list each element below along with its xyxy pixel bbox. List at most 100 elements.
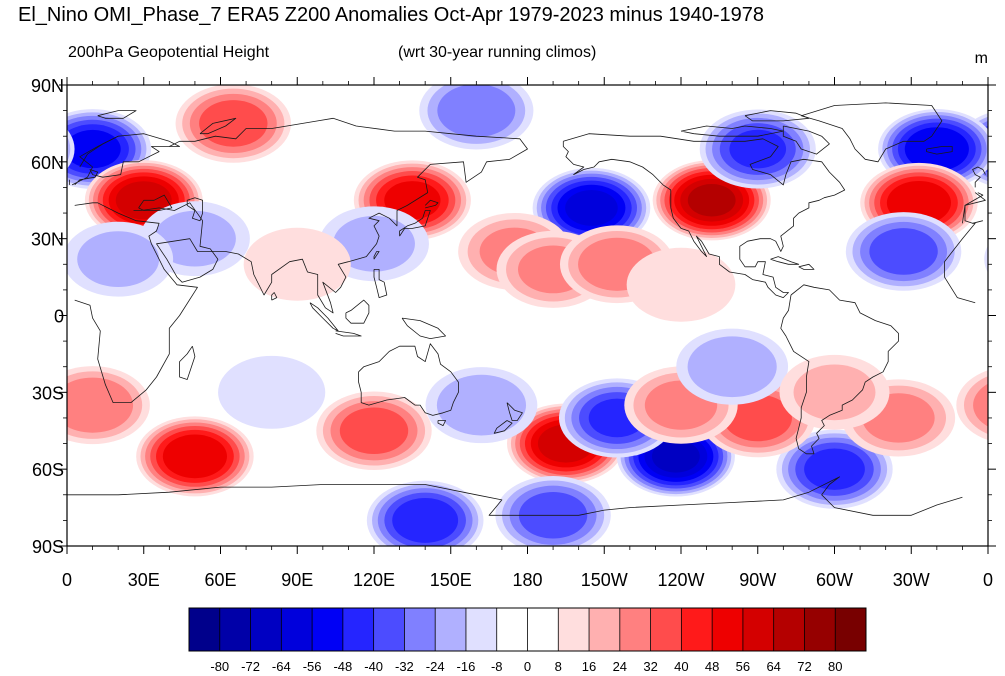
coastline	[680, 125, 784, 137]
colorbar-swatch	[281, 608, 313, 651]
anomaly-contour	[199, 100, 268, 147]
y-axis: 90N 60N 30N 0 30S 60S 90S	[31, 76, 996, 557]
colorbar-label: -8	[491, 659, 503, 674]
colorbar-label: 56	[736, 659, 750, 674]
x-tick-label: 180	[512, 570, 542, 590]
coastline	[944, 192, 986, 304]
anomaly-center	[316, 391, 432, 471]
coastline	[506, 402, 523, 421]
colorbar-label: 40	[674, 659, 688, 674]
anomaly-center	[776, 429, 893, 509]
anomaly-center	[699, 109, 816, 189]
colorbar-label: -48	[333, 659, 352, 674]
coastline	[399, 210, 431, 237]
colorbar-swatch	[465, 608, 498, 651]
anomaly-contour	[392, 497, 459, 543]
anomaly-contour	[437, 85, 516, 138]
coastline	[401, 317, 446, 339]
x-tick-label: 120W	[657, 570, 704, 590]
coastline	[744, 110, 810, 122]
coastline	[179, 345, 196, 380]
coastline	[271, 292, 278, 301]
colorbar-swatch	[773, 608, 805, 651]
anomaly-center	[626, 247, 736, 322]
anomaly-contour	[729, 129, 787, 169]
colorbar-frame	[188, 607, 867, 652]
coastline	[74, 202, 198, 403]
colorbar-swatch	[342, 608, 374, 651]
colorbar-swatch	[558, 608, 590, 651]
coastline	[527, 476, 963, 516]
coastline	[926, 146, 953, 155]
anomaly-contour	[904, 127, 969, 171]
x-tick-label: 30E	[128, 570, 160, 590]
coastline	[493, 420, 513, 434]
x-axis: 0 30E 60E 90E 120E 150E 180 150W 120W 90W 60W 30W 0	[62, 77, 993, 590]
coastline	[424, 199, 439, 209]
anomaly-contour	[869, 228, 938, 275]
anomaly-center	[67, 366, 988, 445]
anomaly-contour	[218, 355, 326, 429]
anomaly-center	[218, 355, 326, 429]
anomaly-contour	[804, 448, 865, 490]
y-tick-label: 90S	[32, 537, 64, 557]
colorbar-swatch	[589, 608, 621, 651]
colorbar-label: -80	[210, 659, 229, 674]
colorbar-swatch	[435, 608, 467, 651]
anomaly-contour	[973, 383, 988, 427]
chart-title: El_Nino OMI_Phase_7 ERA5 Z200 Anomalies …	[18, 4, 764, 26]
colorbar-label: -72	[241, 659, 260, 674]
coastline	[97, 110, 137, 119]
chart-subtitle-center: (wrt 30-year running climos)	[398, 44, 596, 61]
anomaly-contour	[687, 336, 777, 398]
anomaly-contour	[67, 129, 75, 169]
x-tick-label: 30W	[893, 570, 930, 590]
anomaly-center	[676, 328, 789, 405]
x-tick-label: 90E	[281, 570, 313, 590]
coastline	[186, 197, 203, 222]
coastline	[782, 125, 830, 155]
colorbar-swatch	[619, 608, 651, 651]
coastline	[962, 192, 984, 224]
coastline	[373, 251, 380, 260]
coastline	[133, 117, 528, 314]
anomaly-contour	[651, 440, 700, 473]
coastline	[335, 330, 362, 337]
colorbar-swatch	[742, 608, 774, 651]
anomaly-center	[67, 221, 988, 297]
colorbar-swatch	[189, 608, 221, 651]
colorbar-label: -40	[364, 659, 383, 674]
anomaly-contour	[339, 407, 409, 455]
colorbar-label: -56	[303, 659, 322, 674]
colorbar-swatch	[835, 608, 867, 651]
anomaly-contour	[67, 136, 71, 162]
colorbar-swatch	[404, 608, 436, 651]
colorbar-swatch	[250, 608, 282, 651]
y-tick-label: 60N	[31, 153, 64, 173]
coastline	[780, 284, 899, 455]
colorbar-swatch	[373, 608, 405, 651]
colorbar-label: 8	[555, 659, 562, 674]
y-tick-label: 30N	[31, 230, 64, 250]
x-tick-label: 120E	[353, 570, 395, 590]
anomaly-contour	[626, 247, 736, 322]
colorbar-swatch	[219, 608, 251, 651]
anomaly-center	[779, 354, 890, 430]
x-tick-label: 150E	[430, 570, 472, 590]
anomaly-contour	[793, 364, 876, 421]
colorbar-swatch	[712, 608, 744, 651]
coastline	[79, 135, 119, 168]
colorbar-swatch	[650, 608, 682, 651]
coastline	[801, 102, 943, 163]
coastline	[373, 269, 388, 298]
coastline	[437, 420, 446, 426]
coastline	[71, 133, 180, 186]
colorbar-label: 72	[797, 659, 811, 674]
anomaly-center	[845, 212, 962, 291]
colorbar: -80 -72 -64 -56 -48 -40 -32 -24 -16 -8 0 8 16 24 32 40 4…	[188, 607, 867, 674]
colorbar-label: 16	[582, 659, 596, 674]
x-tick-label: 60W	[816, 570, 853, 590]
x-tick-label: 0	[983, 570, 993, 590]
anomaly-center	[425, 367, 538, 444]
anomaly-center	[366, 480, 484, 546]
